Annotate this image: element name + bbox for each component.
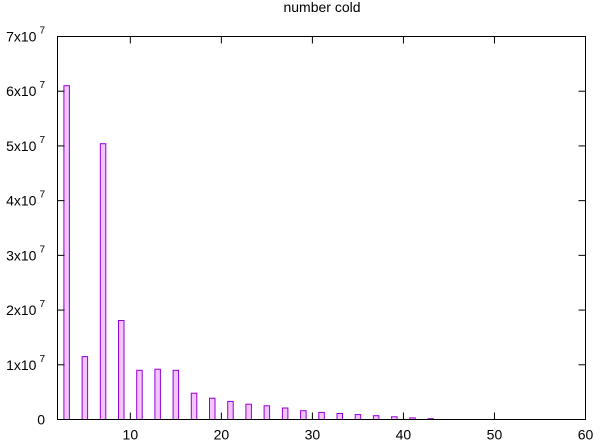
y-tick-label: 2x10 7 <box>6 299 45 318</box>
bar-x-9 <box>118 320 125 420</box>
bar-x-37 <box>372 415 380 421</box>
bar-x-21 <box>227 400 234 420</box>
chart-title: number cold <box>283 0 360 15</box>
y-tick-label: 3x10 7 <box>6 244 45 263</box>
bar-x-11 <box>136 369 143 420</box>
y-tick-label: 0 <box>37 412 45 428</box>
bar-x-5 <box>81 356 89 421</box>
y-tick-label: 1x10 7 <box>6 354 45 373</box>
bar-x-3 <box>63 85 70 420</box>
bar-x-33 <box>336 413 343 420</box>
x-tick-label: 60 <box>578 427 594 443</box>
bar-x-27 <box>281 407 289 420</box>
y-tick-label: 6x10 7 <box>6 80 45 99</box>
bar-x-17 <box>190 392 198 421</box>
bar-x-25 <box>263 405 271 420</box>
y-tick-label: 4x10 7 <box>6 190 45 209</box>
bar-x-7 <box>99 143 107 420</box>
x-axis: 10 20 30 40 50 60 <box>123 36 594 443</box>
bar-x-23 <box>245 403 252 421</box>
x-tick-label: 20 <box>214 427 230 443</box>
bar-x-29 <box>300 410 307 421</box>
x-tick-label: 40 <box>396 427 412 443</box>
bar-x-13 <box>154 368 161 421</box>
bar-x-35 <box>354 414 362 421</box>
bar-x-31 <box>318 411 325 420</box>
x-tick-label: 10 <box>123 427 139 443</box>
y-axis: 0 1x10 7 2x10 7 3x10 7 4x10 7 5x10 7 6x10 7 7x10 7 <box>6 26 586 428</box>
plot-border <box>57 36 586 420</box>
y-tick-label: 7x10 7 <box>6 26 45 45</box>
x-tick-label: 50 <box>487 427 503 443</box>
x-tick-label: 30 <box>305 427 321 443</box>
bar-x-19 <box>209 397 216 421</box>
y-tick-label: 5x10 7 <box>6 135 45 154</box>
bar-x-15 <box>172 369 180 420</box>
bars-group <box>63 85 434 421</box>
